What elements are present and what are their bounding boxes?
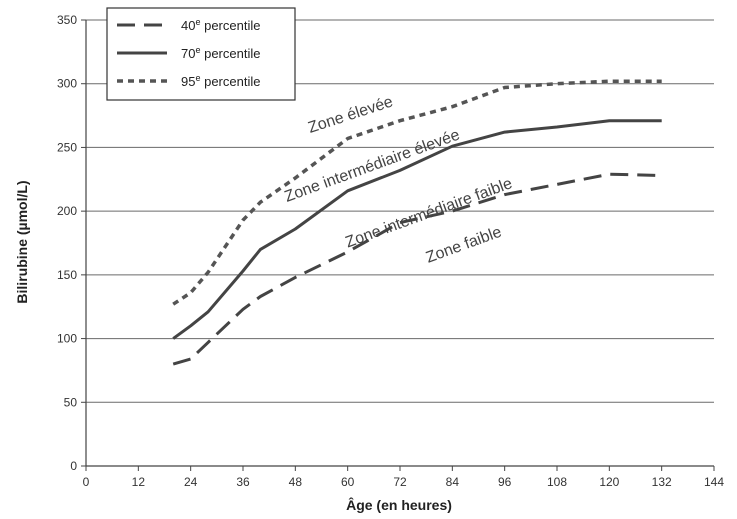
- y-tick-label: 100: [57, 332, 77, 346]
- x-tick-label: 60: [341, 475, 355, 489]
- legend-label: 40e percentile: [181, 17, 260, 33]
- legend-label-number: 40: [181, 18, 195, 33]
- series-line-95e-percentile: [172, 79, 662, 306]
- x-tick-label: 84: [446, 475, 460, 489]
- x-tick-label: 144: [704, 475, 724, 489]
- series-lines: [172, 79, 662, 366]
- legend-label: 70e percentile: [181, 45, 260, 61]
- y-tick-label: 200: [57, 204, 77, 218]
- legend-label-text: percentile: [200, 46, 260, 61]
- zone-annotation: Zone intermédiaire élevée: [282, 126, 462, 205]
- legend-label-number: 70: [181, 46, 195, 61]
- x-tick-label: 12: [132, 475, 146, 489]
- x-axis-title: Âge (en heures): [346, 496, 452, 513]
- series-line-40e-percentile: [172, 172, 662, 366]
- y-tick-label: 0: [70, 459, 77, 473]
- series-line-70e-percentile: [172, 119, 662, 340]
- legend-label-superscript: e: [195, 17, 200, 27]
- zone-annotation: Zone élevée: [306, 93, 395, 136]
- x-tick-label: 72: [393, 475, 407, 489]
- y-tick-label: 150: [57, 268, 77, 282]
- x-tick-label: 132: [652, 475, 672, 489]
- legend-label-superscript: e: [195, 45, 200, 55]
- legend-label-number: 95: [181, 74, 195, 89]
- y-tick-label: 250: [57, 140, 77, 154]
- x-tick-label: 36: [236, 475, 250, 489]
- x-tick-label: 24: [184, 475, 198, 489]
- legend-label-text: percentile: [200, 18, 260, 33]
- zone-annotation: Zone faible: [424, 224, 504, 267]
- x-tick-label: 96: [498, 475, 512, 489]
- y-tick-label: 50: [64, 395, 78, 409]
- x-tick-label: 0: [83, 475, 90, 489]
- y-tick-label: 350: [57, 13, 77, 27]
- x-tick-label: 120: [599, 475, 619, 489]
- x-tick-label: 108: [547, 475, 567, 489]
- y-axis-title: Bilirubine (µmol/L): [14, 180, 30, 303]
- axes: 0 50 100 150 200 250 300 350 0 12 24 36 48 60 72 84 96 10…: [57, 13, 724, 489]
- legend-label-text: percentile: [200, 74, 260, 89]
- x-tick-label: 48: [289, 475, 303, 489]
- legend-label-superscript: e: [195, 73, 200, 83]
- y-tick-label: 300: [57, 77, 77, 91]
- legend-label: 95e percentile: [181, 73, 260, 89]
